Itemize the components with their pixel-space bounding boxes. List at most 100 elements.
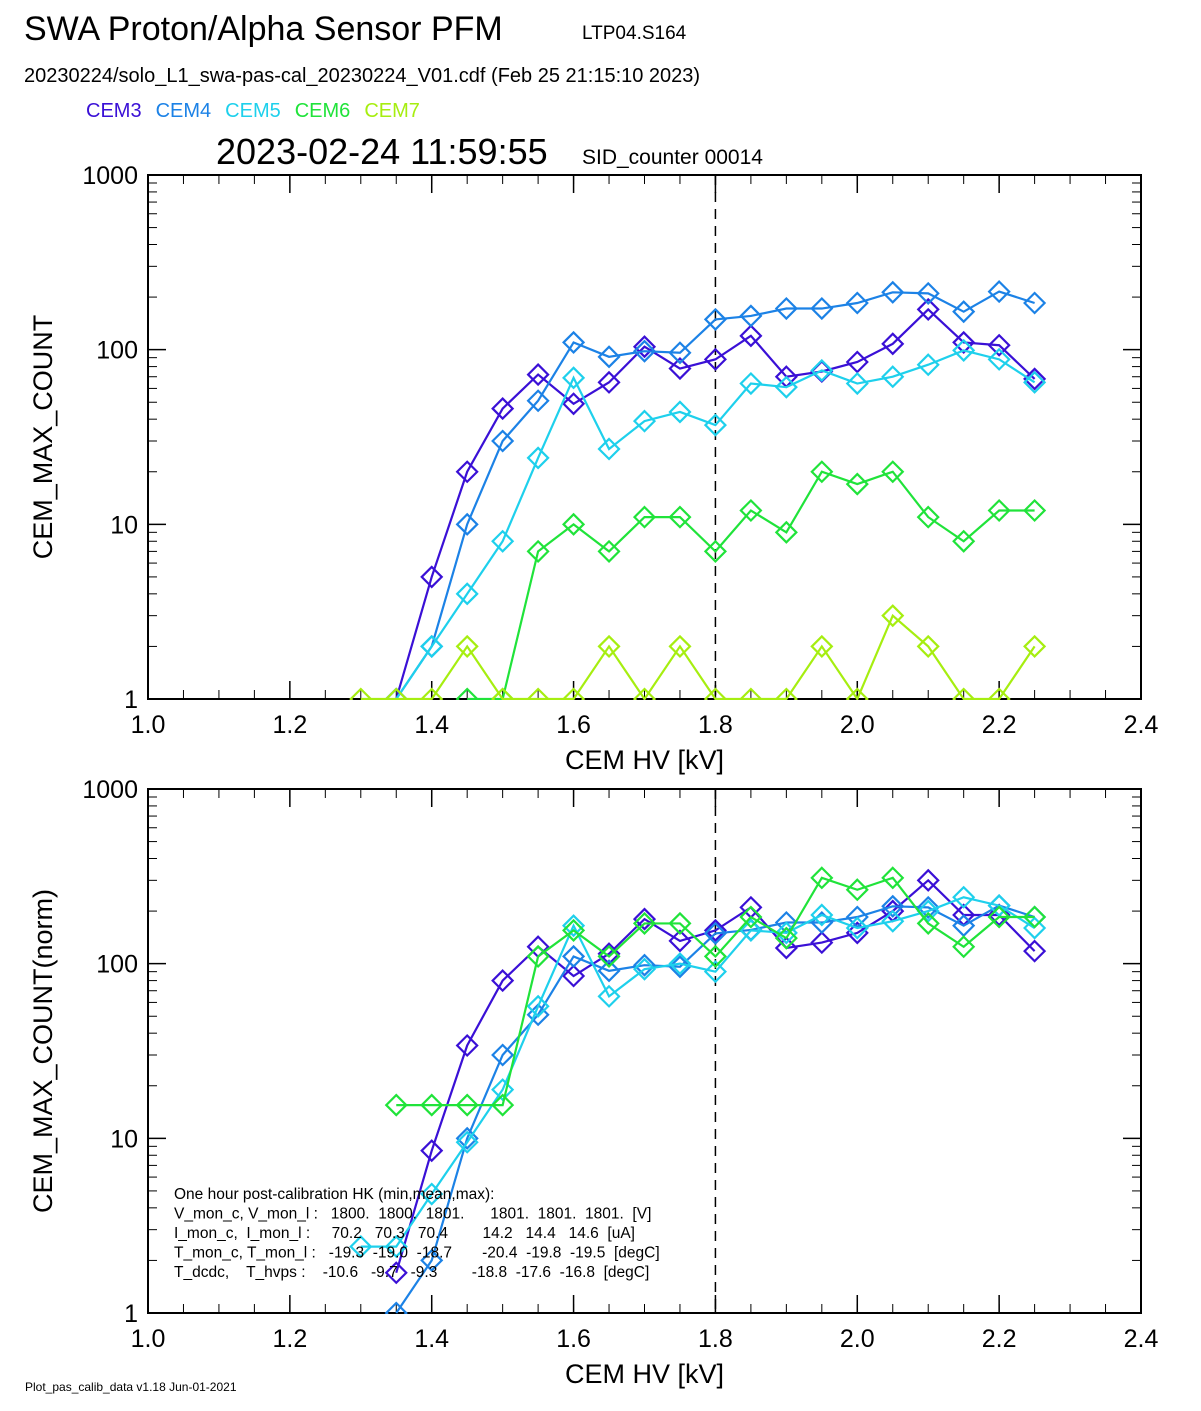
panel1-axes-frame <box>147 174 1142 700</box>
panel1-line-cem6 <box>467 470 1035 700</box>
panel1-series-cem7 <box>349 604 1047 700</box>
panel2-point-cem6 <box>810 866 834 890</box>
panel2-point-cem5 <box>739 918 763 942</box>
panel2-point-cem5 <box>562 914 586 938</box>
panel1-point-cem7 <box>526 687 550 700</box>
panel2-xtick-label: 1.0 <box>131 1325 166 1353</box>
panel1-point-cem5 <box>987 347 1011 371</box>
panel1-point-cem3 <box>739 324 763 348</box>
panel1-point-cem6 <box>526 539 550 563</box>
panel1-point-cem7 <box>1023 634 1047 658</box>
panel1-point-cem6 <box>562 512 586 536</box>
panel2-point-cem4 <box>597 959 621 983</box>
panel1-point-cem3 <box>491 397 515 421</box>
panel2-point-cem6 <box>562 918 586 942</box>
legend-entry-cem6: CEM6 <box>294 100 351 122</box>
panel2-point-cem4 <box>916 895 940 919</box>
panel1-point-cem6 <box>597 539 621 563</box>
panel2-point-cem5 <box>349 1235 373 1259</box>
panel2-point-cem5 <box>916 899 940 923</box>
panel2-point-cem5 <box>810 903 834 927</box>
panel1-xtick-label: 2.2 <box>982 711 1017 739</box>
panel1-point-cem7 <box>455 634 479 658</box>
panel2-point-cem4 <box>881 894 905 918</box>
panel2-point-cem5 <box>987 894 1011 918</box>
panel1-point-cem4 <box>526 389 550 413</box>
panel2-point-cem5 <box>1023 916 1047 940</box>
panel2-point-cem4 <box>455 1126 479 1150</box>
panel2-point-cem3 <box>632 907 657 931</box>
panel1-point-cem3 <box>952 330 976 354</box>
panel2-xtick-label: 2.4 <box>1124 1325 1159 1353</box>
legend-entry-cem4: CEM4 <box>155 100 212 122</box>
panel2-point-cem6 <box>526 944 550 968</box>
panel1-point-cem4 <box>739 304 763 328</box>
panel1-ytick-label: 1 <box>124 686 138 714</box>
hk-line: T_mon_c, T_mon_l : -19.3 -19.0 -18.7 -20… <box>174 1245 660 1262</box>
panel2-ytick-label: 100 <box>96 951 138 979</box>
panel2-xtick-label: 1.8 <box>698 1325 733 1353</box>
panel1-point-cem5 <box>526 446 550 470</box>
panel1-point-cem7 <box>491 687 515 700</box>
panel2-point-cem3 <box>916 868 940 892</box>
panel2-point-cem6 <box>739 905 763 929</box>
panel1-point-cem5 <box>597 437 621 461</box>
panel1-point-cem3 <box>916 297 940 321</box>
data-filename: 20230224/solo_L1_swa-pas-cal_20230224_V0… <box>24 65 701 87</box>
panel2-point-cem6 <box>774 926 798 950</box>
panel1-point-cem3 <box>420 565 444 589</box>
panel1-point-cem7 <box>881 604 905 628</box>
panel2-series-cem6 <box>384 866 1047 1117</box>
panel2-point-cem6 <box>1023 905 1047 929</box>
panel1-line-cem7 <box>360 613 1036 700</box>
panel1-point-cem6 <box>810 460 834 484</box>
panel2-point-cem3 <box>491 969 515 993</box>
panel2-point-cem5 <box>420 1182 444 1206</box>
panel2-point-cem4 <box>703 921 727 945</box>
panel2-line-cem5 <box>360 896 1036 1248</box>
panel1-point-cem6 <box>703 539 727 563</box>
panel2-point-cem3 <box>774 936 798 960</box>
hk-line: I_mon_c, I_mon_l : 70.2 70.3 70.4 14.2 1… <box>174 1225 635 1242</box>
panel2-point-cem3 <box>455 1033 479 1058</box>
panel1-point-cem3 <box>881 332 905 356</box>
panel2-point-cem5 <box>845 916 869 940</box>
panel1-line-cem4 <box>395 290 1035 700</box>
panel2-point-cem3 <box>845 921 869 945</box>
panel1-line-cem3 <box>395 307 1036 700</box>
panel2-point-cem3 <box>420 1139 444 1163</box>
chart-title: SWA Proton/Alpha Sensor PFM <box>24 10 503 48</box>
panel2-point-cem3 <box>562 964 586 988</box>
panel1-xtick-label: 1.2 <box>272 711 307 739</box>
panel1-point-cem6 <box>739 498 763 523</box>
footer-version: Plot_pas_calib_data v1.18 Jun-01-2021 <box>25 1380 237 1394</box>
panel2-point-cem5 <box>952 885 976 909</box>
panel1-point-cem3 <box>987 333 1011 357</box>
panel1-point-cem6 <box>632 505 657 529</box>
panel2-point-cem3 <box>703 918 727 942</box>
panel1-point-cem5 <box>668 400 692 424</box>
panel2-xtick-label: 2.0 <box>840 1325 875 1353</box>
panel1-point-cem3 <box>597 370 621 394</box>
panel1-point-cem5 <box>1023 370 1047 394</box>
panel2-point-cem5 <box>455 1130 479 1154</box>
panel1-point-cem5 <box>739 371 763 396</box>
panel2-point-cem6 <box>987 905 1011 929</box>
panel2-point-cem4 <box>491 1043 515 1067</box>
panel1-point-cem4 <box>987 280 1011 304</box>
panel1-point-cem5 <box>632 409 657 433</box>
panel2-point-cem5 <box>632 957 657 981</box>
panel1-point-cem7 <box>420 687 444 700</box>
legend-entry-cem7: CEM7 <box>364 100 420 122</box>
panel1-point-cem5 <box>845 371 869 396</box>
panel2-xlabel: CEM HV [kV] <box>565 1359 724 1389</box>
panel1-point-cem3 <box>1023 367 1047 391</box>
chart-subtitle: LTP04.S164 <box>582 23 687 44</box>
panel1-point-cem4 <box>703 307 727 331</box>
panel1-point-cem7 <box>845 687 869 700</box>
panel1-point-cem5 <box>916 353 940 377</box>
panel2-point-cem5 <box>491 1078 515 1102</box>
panel1-point-cem4 <box>632 339 657 363</box>
panel1-point-cem7 <box>810 634 834 658</box>
panel1-xtick-label: 2.0 <box>840 711 875 739</box>
